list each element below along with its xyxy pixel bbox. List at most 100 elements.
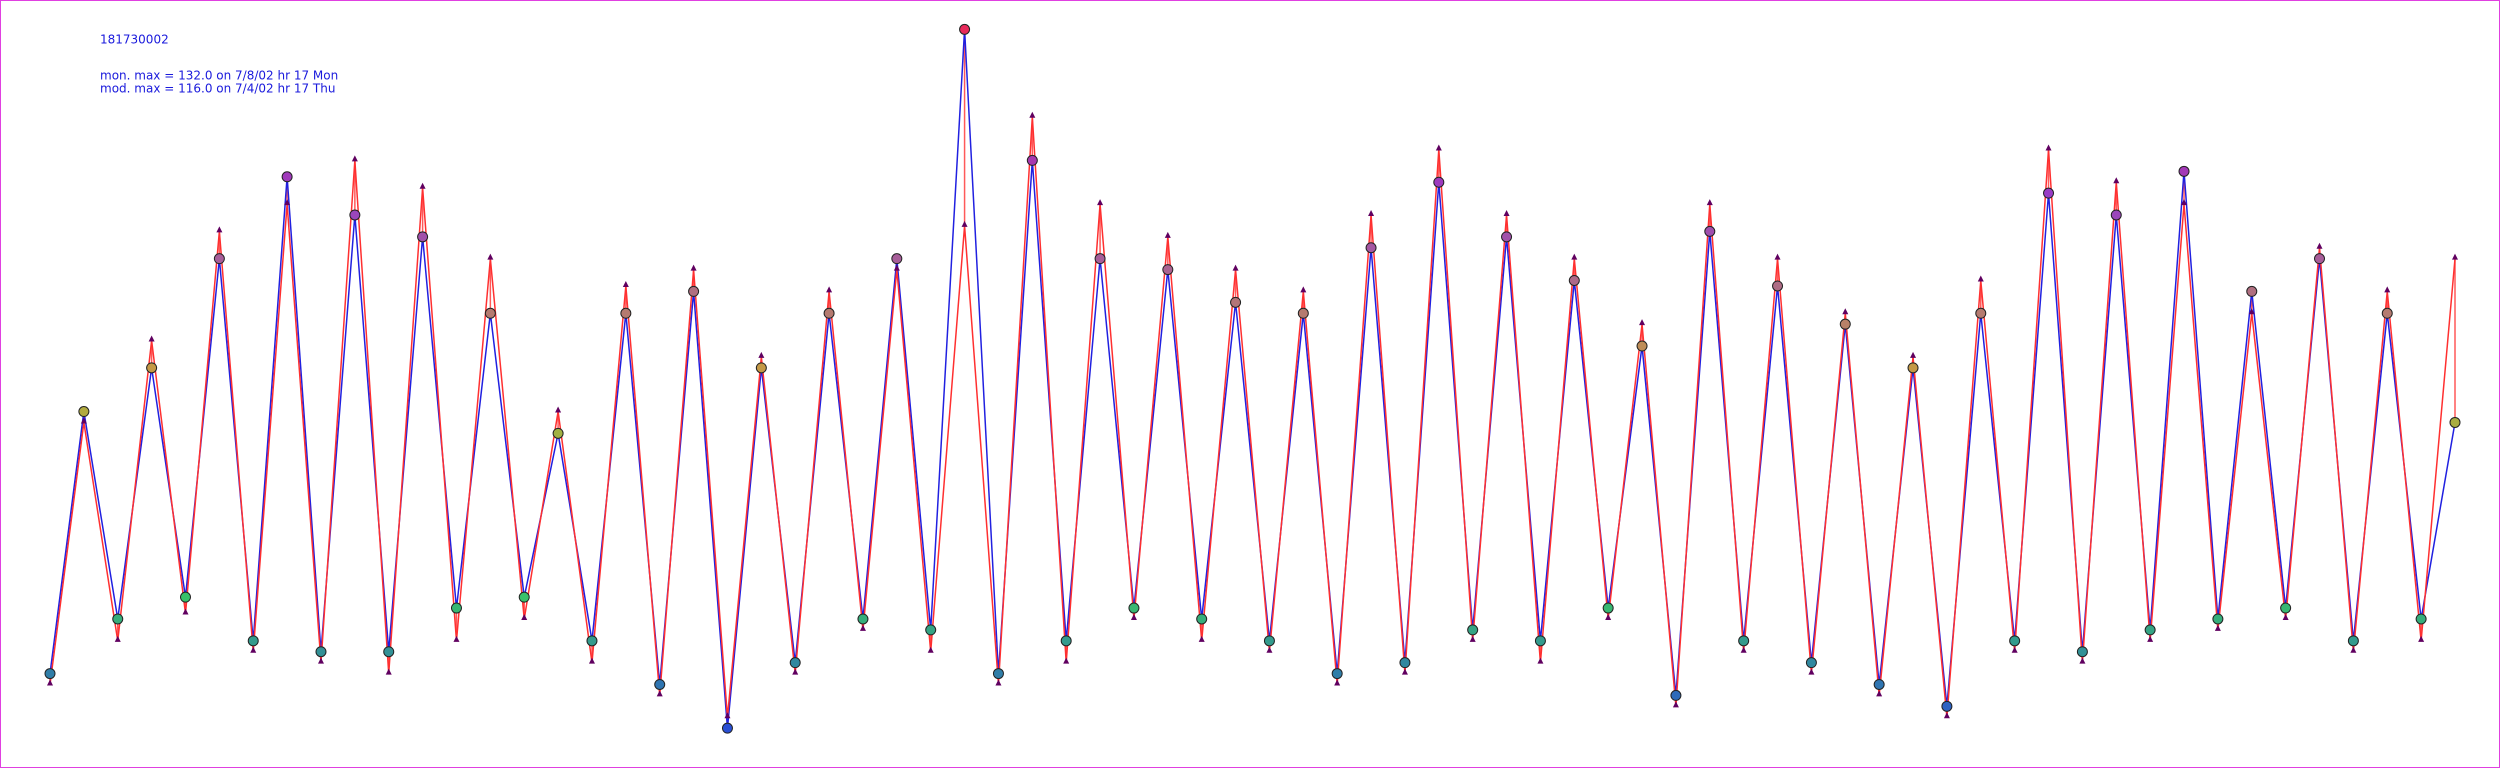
- annotation: mod. max = 116.0 on 7/4/02 hr 17 Thu: [100, 82, 335, 96]
- mon-marker: [1162, 264, 1174, 276]
- mod-marker: [1063, 657, 1070, 664]
- mon-marker: [1467, 624, 1479, 636]
- mod-marker: [758, 351, 765, 358]
- mon-marker: [586, 635, 598, 647]
- mon-marker: [349, 209, 361, 221]
- mod-marker: [1300, 286, 1307, 293]
- mon-marker: [2246, 285, 2258, 297]
- mod-marker: [2147, 635, 2154, 642]
- mon-marker: [1094, 253, 1106, 265]
- mod-marker: [453, 635, 460, 642]
- mon-marker: [1230, 296, 1242, 308]
- mod-marker: [1198, 635, 1205, 642]
- mod-marker: [2113, 177, 2120, 184]
- mod-marker: [114, 635, 121, 642]
- mon-marker: [179, 591, 191, 603]
- mon-marker: [1704, 225, 1716, 237]
- mod-marker: [1097, 199, 1104, 206]
- mod-marker: [2214, 624, 2221, 631]
- mod-marker: [1876, 690, 1883, 697]
- mon-marker: [112, 613, 124, 625]
- mon-marker: [1263, 635, 1275, 647]
- mod-marker: [792, 668, 799, 675]
- mod-marker: [2079, 657, 2086, 664]
- mod-marker: [1164, 231, 1171, 238]
- mon-marker: [857, 613, 869, 625]
- mod-marker: [893, 264, 900, 271]
- mon-marker: [1128, 602, 1140, 614]
- mon-marker: [417, 231, 429, 243]
- mod-marker: [2248, 308, 2255, 315]
- mod-marker: [656, 690, 663, 697]
- mon-marker: [1501, 231, 1513, 243]
- mon-marker: [2280, 602, 2292, 614]
- mod-marker: [2045, 144, 2052, 151]
- mod-marker: [995, 679, 1002, 686]
- mon-marker: [2212, 613, 2224, 625]
- mon-marker: [1026, 154, 1038, 166]
- mod-marker: [80, 417, 87, 424]
- mon-marker: [688, 285, 700, 297]
- mod-marker: [2282, 613, 2289, 620]
- mon-marker: [2381, 307, 2393, 319]
- mod-marker: [724, 712, 731, 719]
- mon-marker: [1907, 362, 1919, 374]
- mon-marker: [315, 646, 327, 658]
- mon-marker: [2178, 165, 2190, 177]
- mod-marker: [1435, 144, 1442, 151]
- mod-marker: [826, 286, 833, 293]
- mod-marker: [250, 646, 257, 653]
- mon-marker: [2449, 416, 2461, 428]
- mon-marker: [2076, 646, 2088, 658]
- mon-marker: [620, 307, 632, 319]
- mod-marker: [588, 657, 595, 664]
- mon-marker: [1941, 700, 1953, 712]
- mod-marker: [1740, 646, 1747, 653]
- mon-marker: [823, 307, 835, 319]
- mod-marker: [216, 226, 223, 233]
- mon-marker: [1772, 280, 1784, 292]
- mod-marker: [351, 155, 358, 162]
- mod-marker: [1503, 209, 1510, 216]
- mon-marker: [992, 668, 1004, 680]
- mon-marker: [2415, 613, 2427, 625]
- mod-marker: [1571, 253, 1578, 260]
- mod-marker: [182, 608, 189, 615]
- mon-marker: [1365, 242, 1377, 254]
- mod-marker: [1706, 199, 1713, 206]
- mon-marker: [1399, 657, 1411, 669]
- mon-marker: [213, 253, 225, 265]
- mon-marker: [1433, 176, 1445, 188]
- mod-marker: [148, 335, 155, 342]
- mod-marker: [1943, 712, 1950, 719]
- mod-marker: [317, 657, 324, 664]
- mod-marker: [1639, 319, 1646, 326]
- mod-marker: [1842, 308, 1849, 315]
- mon-marker: [78, 406, 90, 418]
- mod-marker: [690, 264, 697, 271]
- mon-marker: [891, 253, 903, 265]
- mon-marker: [1060, 635, 1072, 647]
- mon-marker: [1636, 340, 1648, 352]
- mod-marker: [1977, 275, 1984, 282]
- mod-marker: [1029, 111, 1036, 118]
- mon-marker: [383, 646, 395, 658]
- mon-marker: [755, 362, 767, 374]
- mon-marker: [450, 602, 462, 614]
- mod-marker: [1605, 613, 1612, 620]
- mod-marker: [521, 613, 528, 620]
- mod-marker: [1537, 657, 1544, 664]
- mon-marker: [2144, 624, 2156, 636]
- mod-marker: [487, 253, 494, 260]
- mon-marker: [1670, 689, 1682, 701]
- mon-marker: [1568, 275, 1580, 287]
- mod-marker: [961, 220, 968, 227]
- mon-marker: [2009, 635, 2021, 647]
- mon-marker: [247, 635, 259, 647]
- mon-marker: [1602, 602, 1614, 614]
- mod-marker: [927, 646, 934, 653]
- mod-marker: [2011, 646, 2018, 653]
- mon-marker: [721, 722, 733, 734]
